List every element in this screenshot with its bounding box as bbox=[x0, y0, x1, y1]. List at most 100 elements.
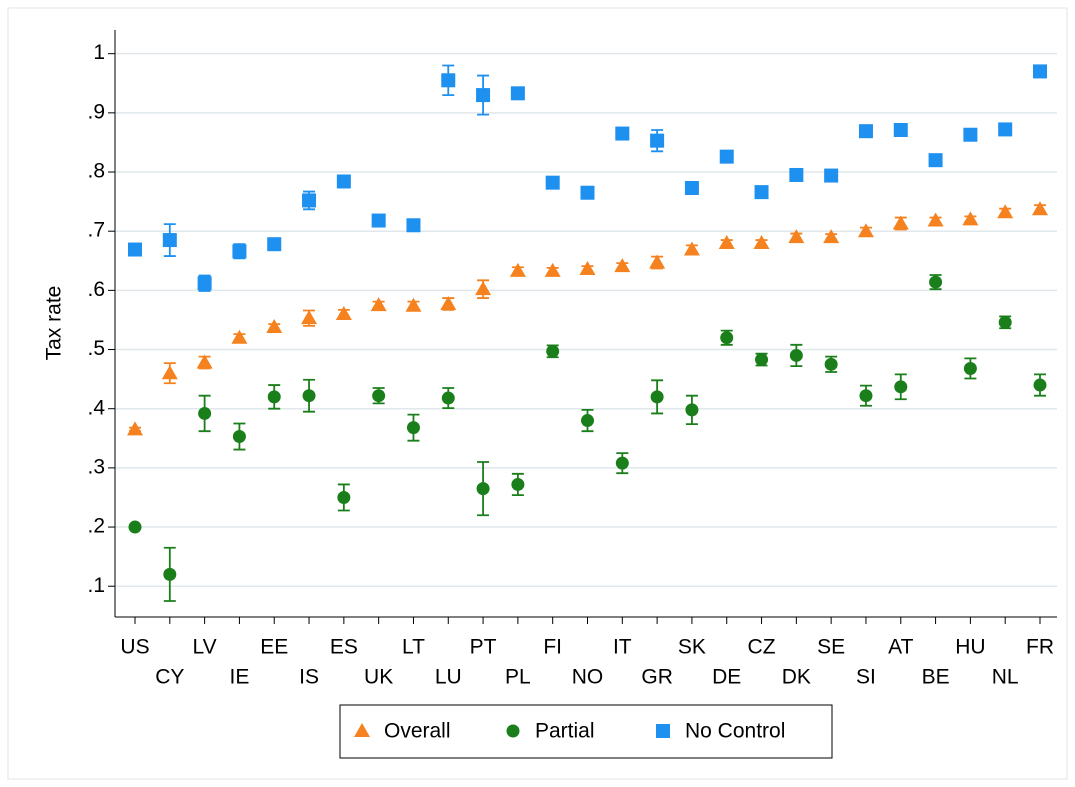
marker bbox=[231, 329, 248, 344]
marker bbox=[511, 477, 525, 491]
y-tick-label: .1 bbox=[87, 574, 105, 597]
x-tick-label: BE bbox=[922, 666, 950, 689]
marker bbox=[753, 235, 770, 250]
marker bbox=[266, 319, 283, 334]
marker bbox=[998, 122, 1013, 137]
marker bbox=[650, 133, 665, 148]
x-tick-label: IT bbox=[613, 636, 632, 659]
marker bbox=[267, 237, 282, 252]
x-tick-label: SK bbox=[678, 636, 706, 659]
x-tick-label: DK bbox=[782, 666, 811, 689]
marker bbox=[406, 421, 420, 435]
y-tick-label: .5 bbox=[87, 337, 105, 360]
marker bbox=[162, 233, 177, 248]
marker bbox=[128, 520, 142, 534]
marker bbox=[475, 281, 492, 296]
marker bbox=[405, 297, 422, 312]
marker bbox=[579, 261, 596, 276]
legend-label: Overall bbox=[384, 720, 451, 743]
marker bbox=[718, 235, 735, 250]
marker bbox=[683, 241, 700, 256]
marker bbox=[163, 567, 177, 581]
x-tick-label: EE bbox=[260, 636, 288, 659]
marker bbox=[440, 295, 457, 310]
marker bbox=[1033, 378, 1047, 392]
marker bbox=[859, 389, 873, 403]
marker bbox=[441, 73, 456, 88]
marker bbox=[337, 490, 351, 504]
marker bbox=[546, 344, 560, 358]
marker bbox=[720, 331, 734, 345]
marker bbox=[754, 185, 769, 200]
marker bbox=[858, 124, 873, 139]
x-tick-label: US bbox=[120, 636, 149, 659]
marker bbox=[370, 297, 387, 312]
marker bbox=[824, 357, 838, 371]
x-tick-label: SE bbox=[817, 636, 845, 659]
legend-label: Partial bbox=[535, 720, 595, 743]
legend-label: No Control bbox=[685, 720, 785, 743]
marker bbox=[510, 86, 525, 101]
x-tick-label: FR bbox=[1026, 636, 1054, 659]
legend-marker bbox=[354, 723, 370, 737]
marker bbox=[927, 212, 944, 227]
marker bbox=[476, 482, 490, 496]
x-tick-label: FI bbox=[543, 636, 562, 659]
marker bbox=[928, 153, 943, 168]
y-tick-label: .6 bbox=[87, 278, 105, 301]
marker bbox=[197, 276, 212, 291]
marker bbox=[684, 180, 699, 195]
marker bbox=[650, 390, 664, 404]
y-tick-label: .7 bbox=[87, 219, 105, 242]
marker bbox=[857, 223, 874, 238]
marker bbox=[719, 149, 734, 164]
marker bbox=[301, 310, 318, 325]
x-tick-label: SI bbox=[856, 666, 876, 689]
x-tick-label: CZ bbox=[748, 636, 776, 659]
marker bbox=[302, 193, 317, 208]
x-tick-label: UK bbox=[364, 666, 393, 689]
marker bbox=[685, 403, 699, 417]
marker bbox=[580, 185, 595, 200]
x-tick-label: PL bbox=[505, 666, 531, 689]
x-tick-label: IE bbox=[230, 666, 250, 689]
marker bbox=[649, 254, 666, 269]
y-axis-label: Tax rate bbox=[43, 286, 66, 361]
marker bbox=[615, 456, 629, 470]
marker bbox=[509, 262, 526, 277]
marker bbox=[127, 421, 143, 436]
marker bbox=[372, 389, 386, 403]
marker bbox=[545, 175, 560, 190]
marker bbox=[161, 365, 178, 380]
marker bbox=[823, 229, 840, 244]
x-tick-label: LV bbox=[193, 636, 217, 659]
legend-box bbox=[339, 704, 833, 759]
y-tick-label: .2 bbox=[87, 515, 105, 538]
y-tick-label: .4 bbox=[87, 396, 105, 419]
y-tick-label: 1 bbox=[93, 41, 105, 64]
marker bbox=[302, 389, 316, 403]
marker bbox=[581, 414, 594, 428]
marker bbox=[335, 306, 352, 321]
marker bbox=[544, 262, 561, 277]
marker bbox=[336, 174, 351, 189]
marker bbox=[824, 168, 839, 183]
x-tick-label: HU bbox=[955, 636, 985, 659]
marker bbox=[788, 229, 805, 244]
marker bbox=[789, 167, 804, 182]
x-tick-label: AT bbox=[888, 636, 913, 659]
marker bbox=[997, 204, 1014, 219]
x-tick-label: IS bbox=[299, 666, 319, 689]
legend-marker bbox=[506, 724, 520, 738]
marker bbox=[1032, 201, 1048, 216]
marker bbox=[998, 315, 1012, 329]
marker bbox=[198, 406, 212, 420]
marker bbox=[128, 242, 142, 257]
marker bbox=[755, 353, 769, 367]
marker bbox=[1033, 64, 1047, 79]
y-tick-label: .8 bbox=[87, 160, 105, 183]
marker bbox=[196, 354, 213, 369]
marker bbox=[963, 361, 977, 375]
marker bbox=[615, 126, 630, 141]
